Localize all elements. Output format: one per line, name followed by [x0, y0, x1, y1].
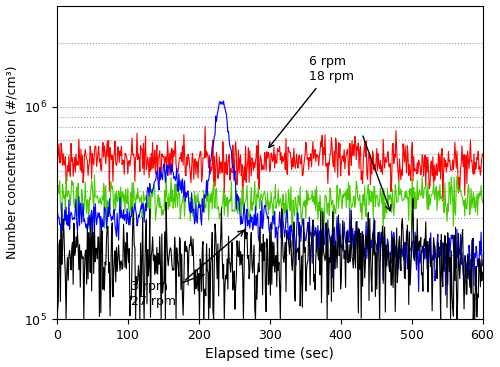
X-axis label: Elapsed time (sec): Elapsed time (sec): [205, 348, 334, 361]
Text: 6 rpm
18 rpm: 6 rpm 18 rpm: [269, 55, 353, 148]
Text: 3 rpm
27 rpm: 3 rpm 27 rpm: [132, 274, 204, 308]
Y-axis label: Number concentration (#/cm³): Number concentration (#/cm³): [6, 66, 18, 259]
